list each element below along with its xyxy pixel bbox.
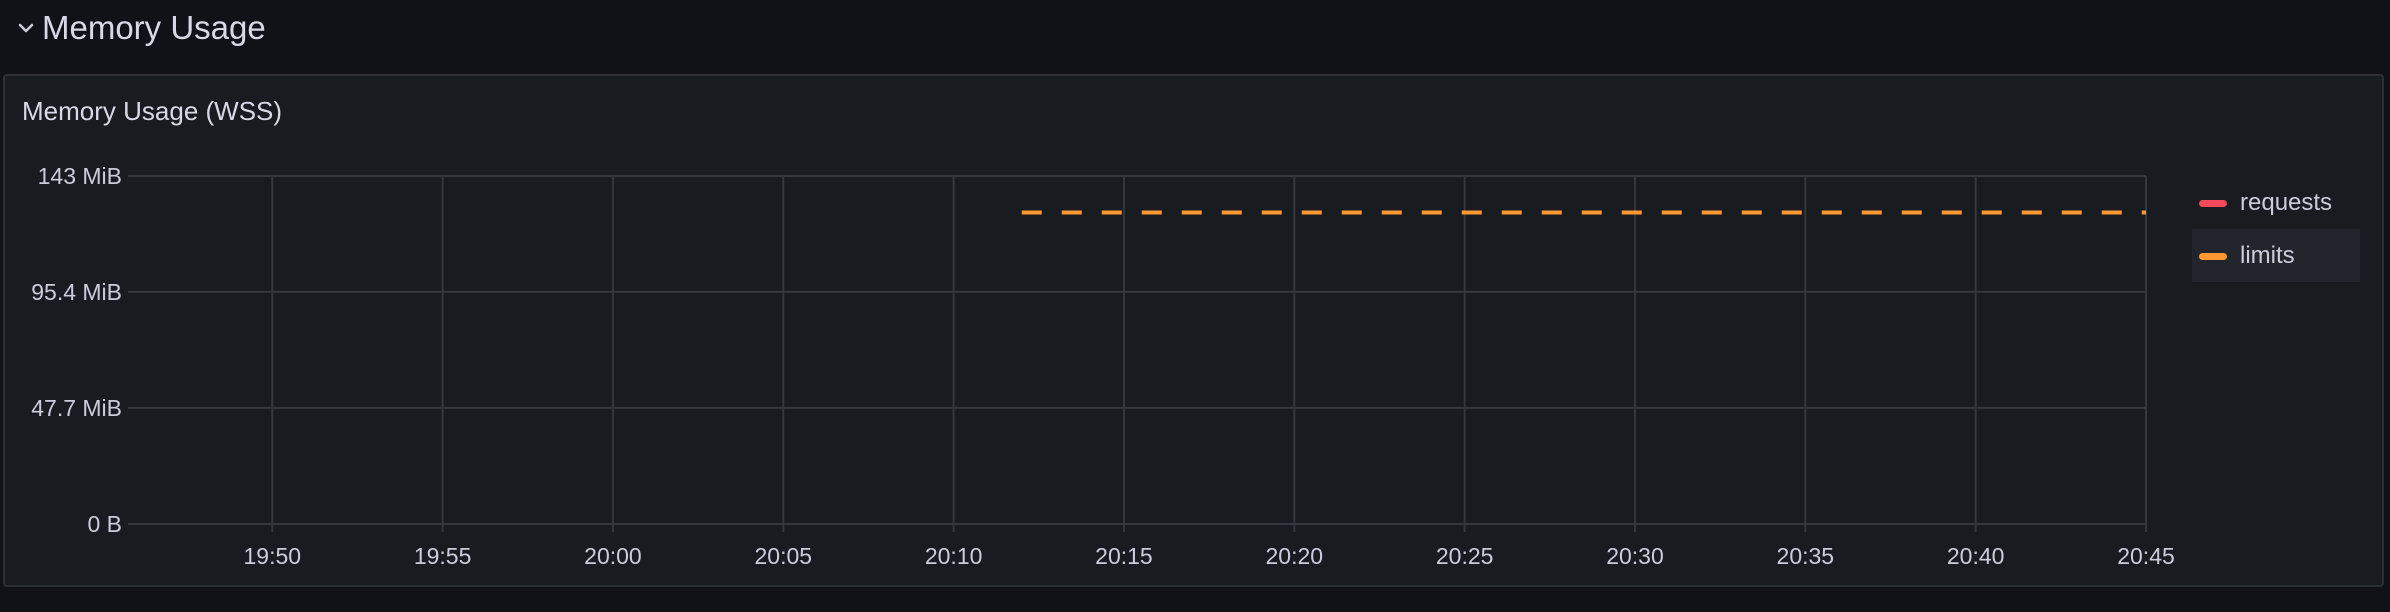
x-tick-label: 19:55: [414, 543, 472, 569]
x-tick-label: 20:15: [1095, 543, 1153, 569]
chevron-down-icon[interactable]: [16, 16, 36, 40]
y-tick-label: 0 B: [87, 511, 122, 537]
panel-title[interactable]: Memory Usage (WSS): [22, 96, 283, 126]
chart-panel: Memory Usage (WSS): [3, 74, 2384, 587]
row-title: Memory Usage: [42, 9, 266, 46]
x-tick-label: 20:10: [925, 543, 983, 569]
y-tick-label: 47.7 MiB: [31, 395, 122, 421]
x-tick-label: 20:20: [1266, 543, 1324, 569]
legend-swatch-limits: [2199, 253, 2227, 260]
legend-item-limits[interactable]: limits: [2192, 229, 2360, 282]
x-tick-label: 20:05: [755, 543, 813, 569]
x-tick-label: 20:45: [2117, 543, 2175, 569]
x-tick-label: 20:30: [1606, 543, 1664, 569]
legend-item-requests[interactable]: requests: [2192, 176, 2360, 229]
x-tick-label: 20:00: [584, 543, 642, 569]
legend-swatch-requests: [2199, 200, 2227, 207]
x-tick-label: 20:35: [1777, 543, 1835, 569]
row-header[interactable]: Memory Usage: [0, 0, 2390, 56]
legend: requests limits: [2192, 176, 2360, 282]
x-tick-label: 20:40: [1947, 543, 2005, 569]
y-tick-label: 95.4 MiB: [31, 279, 122, 305]
legend-label-limits: limits: [2240, 241, 2295, 269]
x-tick-label: 19:50: [243, 543, 301, 569]
y-tick-label: 143 MiB: [38, 163, 122, 189]
legend-label-requests: requests: [2240, 188, 2333, 216]
x-tick-label: 20:25: [1436, 543, 1494, 569]
